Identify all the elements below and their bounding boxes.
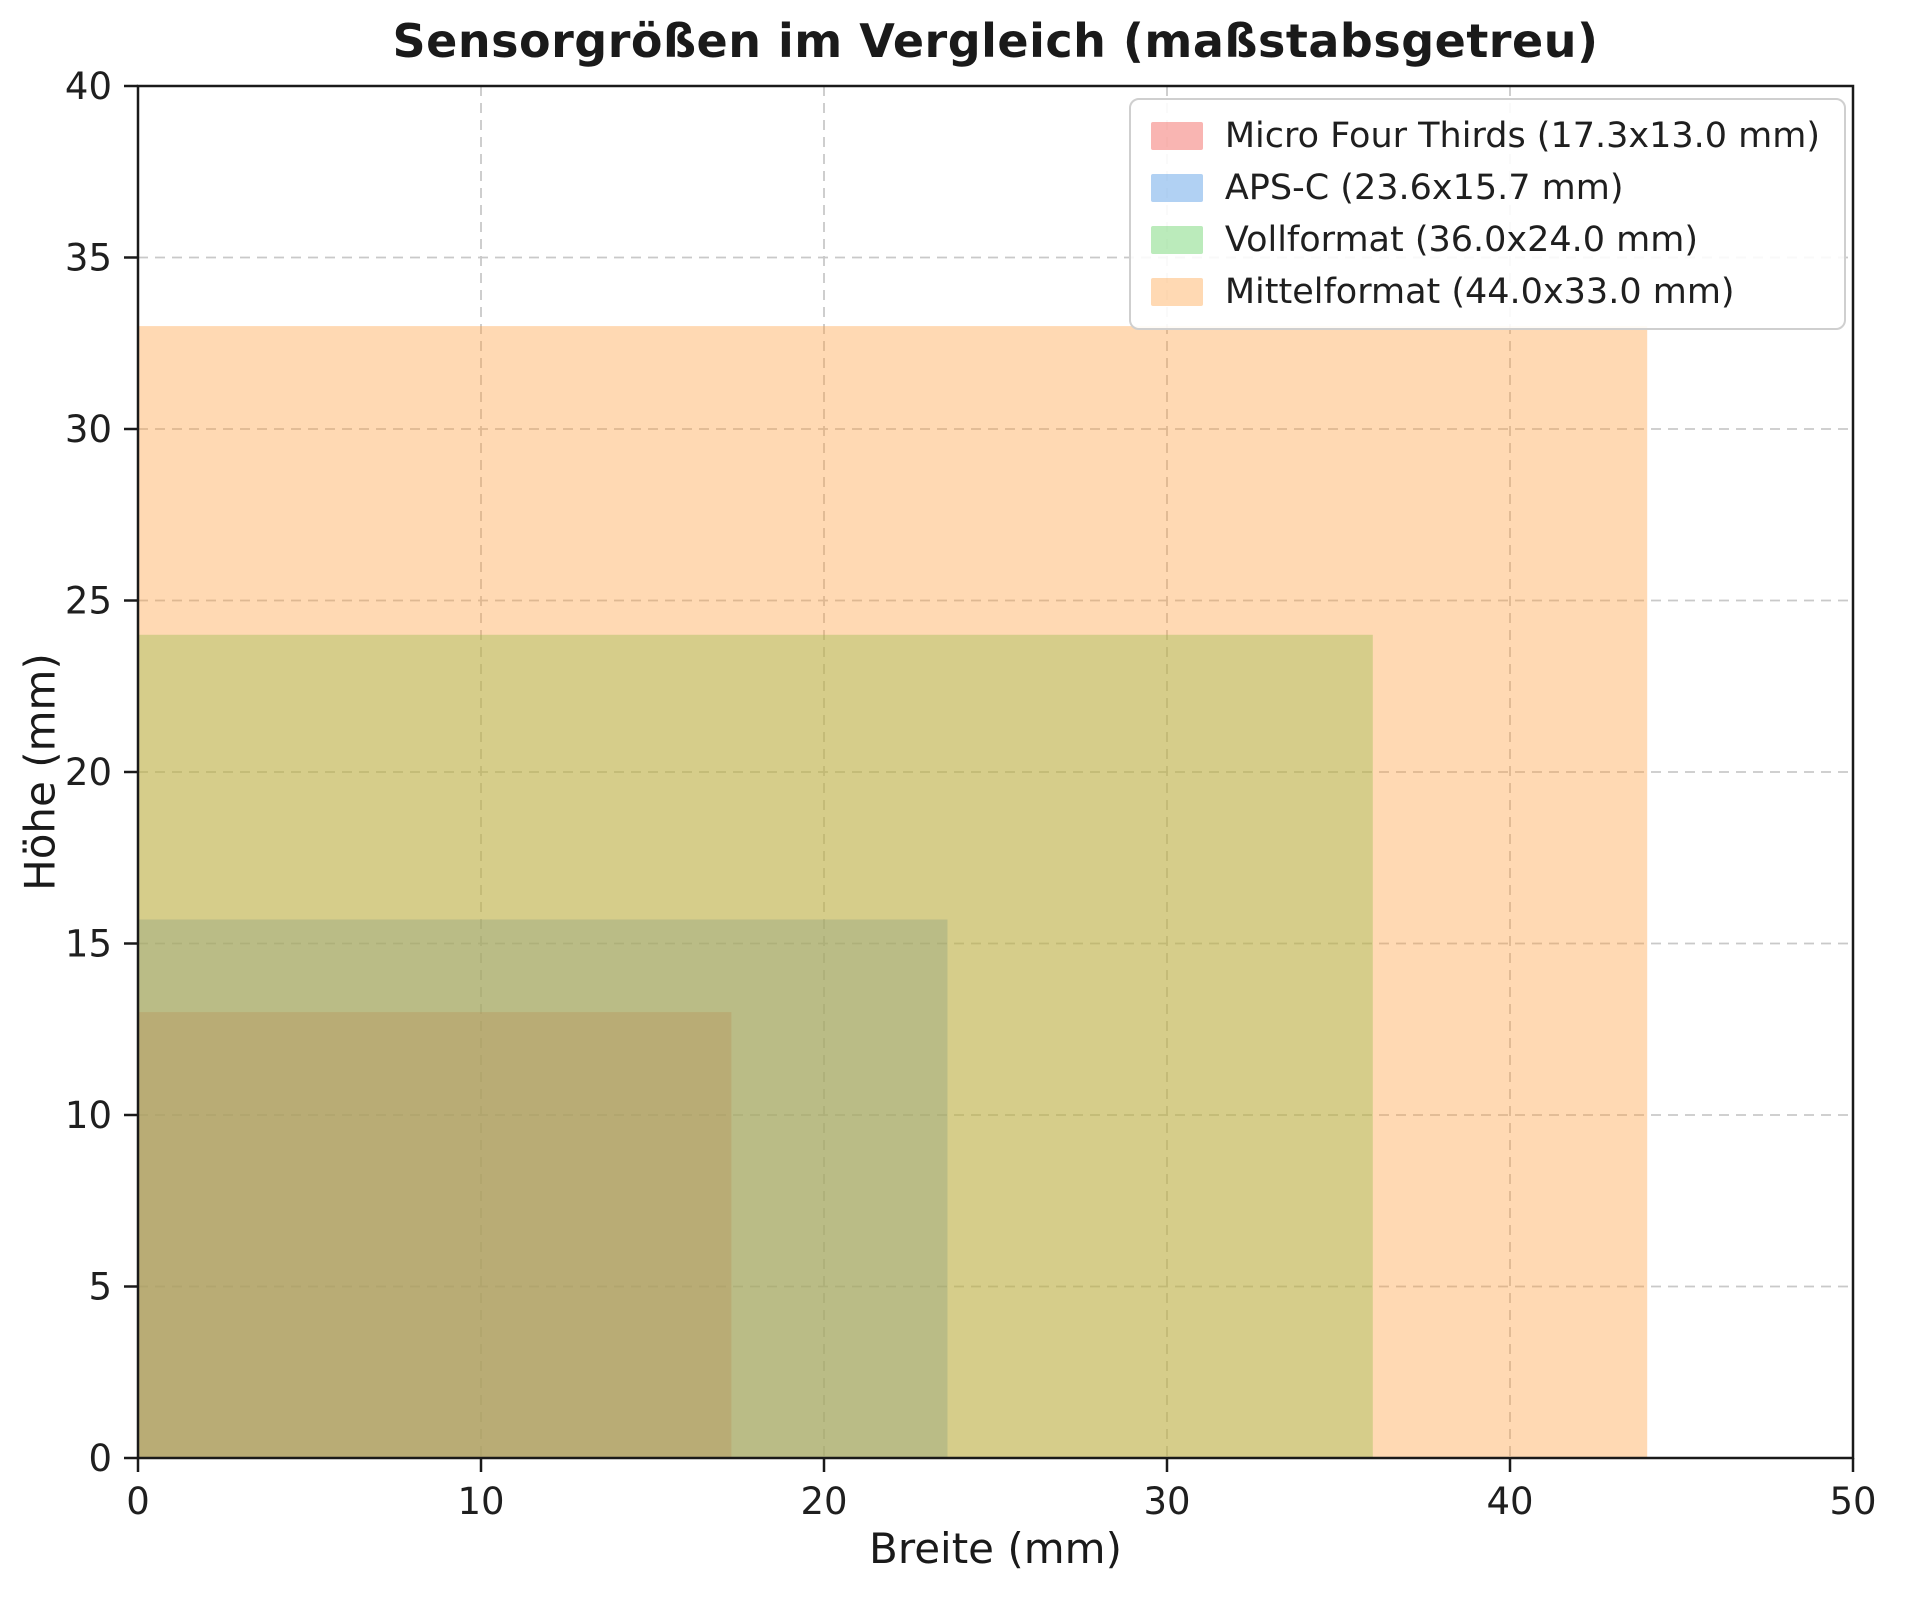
y-tick-label: 30 [65,408,112,451]
y-axis-label: Höhe (mm) [15,653,65,891]
legend-swatch [1150,122,1203,150]
x-tick-label: 10 [457,1480,504,1523]
legend-swatch [1150,174,1203,202]
legend-label: Vollformat (36.0x24.0 mm) [1224,220,1699,260]
y-tick-label: 15 [65,923,112,966]
legend-item: Vollformat (36.0x24.0 mm) [1150,220,1820,260]
sensor-rect [138,326,1648,1459]
y-tick-label: 40 [65,65,112,108]
y-tick-label: 0 [88,1437,112,1480]
legend-swatch [1150,278,1203,306]
y-tick-label: 35 [65,237,112,280]
legend-label: Mittelformat (44.0x33.0 mm) [1224,272,1735,312]
y-tick-label: 25 [65,580,112,623]
legend-item: Micro Four Thirds (17.3x13.0 mm) [1150,116,1820,156]
legend-item: Mittelformat (44.0x33.0 mm) [1150,272,1820,312]
legend-label: APS-C (23.6x15.7 mm) [1224,168,1624,208]
legend-item: APS-C (23.6x15.7 mm) [1150,168,1820,208]
x-tick-label: 0 [126,1480,150,1523]
y-tick-label: 20 [65,751,112,794]
x-tick-label: 40 [1486,1480,1533,1523]
x-tick-label: 30 [1143,1480,1190,1523]
sensor-rect [138,1012,732,1458]
y-tick-label: 5 [88,1266,112,1309]
sensor-rect [138,634,1373,1458]
legend: Micro Four Thirds (17.3x13.0 mm) APS-C (2… [1128,98,1846,330]
legend-label: Micro Four Thirds (17.3x13.0 mm) [1224,116,1820,156]
x-axis-label: Breite (mm) [869,1524,1122,1573]
x-tick-label: 50 [1829,1480,1876,1523]
chart-title: Sensorgrößen im Vergleich (maßstabsgetre… [392,14,1599,68]
sensor-rect [138,919,948,1458]
y-tick-label: 10 [65,1094,112,1137]
legend-swatch [1150,226,1203,254]
x-tick-label: 20 [800,1480,847,1523]
